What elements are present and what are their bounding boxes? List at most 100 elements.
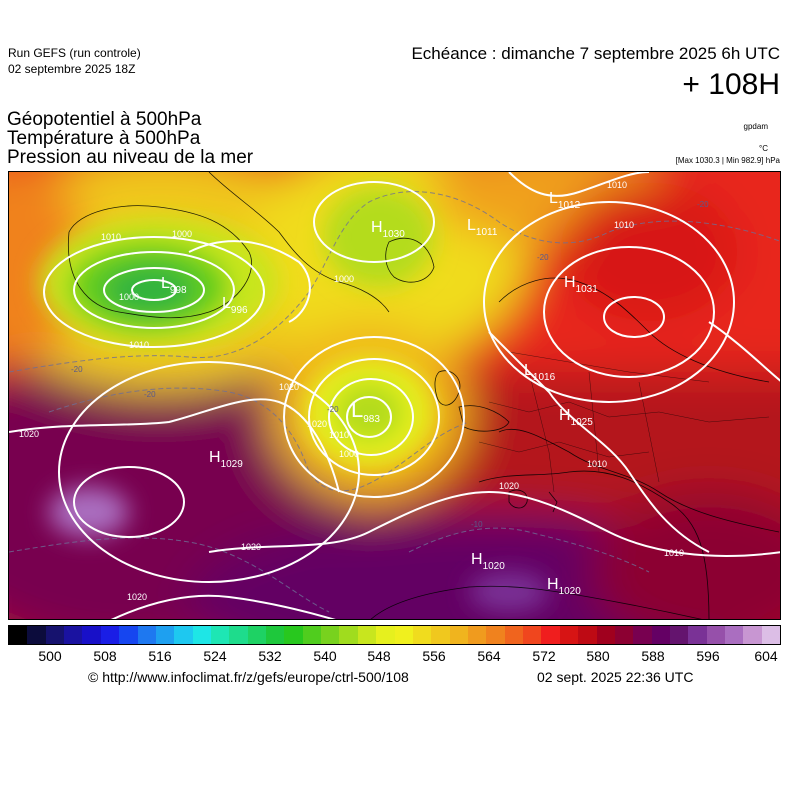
color-swatch — [504, 626, 524, 644]
color-swatch — [706, 626, 726, 644]
pressure-center-high: H1020 — [547, 576, 581, 597]
isobar-label: 1010 — [329, 430, 349, 440]
generation-timestamp: 02 sept. 2025 22:36 UTC — [537, 669, 694, 685]
color-swatch — [669, 626, 689, 644]
color-swatch — [155, 626, 175, 644]
color-scale-tick: 556 — [422, 648, 446, 664]
color-swatch — [174, 626, 193, 644]
color-swatch — [633, 626, 652, 644]
color-swatch — [486, 626, 505, 644]
color-swatch — [339, 626, 358, 644]
isobar-label: 1020 — [19, 429, 39, 439]
color-swatch — [412, 626, 432, 644]
color-scale-tick: 548 — [367, 648, 391, 664]
color-swatch — [559, 626, 579, 644]
title-temperature: Température à 500hPa — [7, 128, 201, 149]
isobar-label: 1020 — [499, 481, 519, 491]
color-swatch — [688, 626, 707, 644]
color-swatch — [541, 626, 560, 644]
isobar-values: 1010 100010001010100010101010102010201010… — [19, 180, 684, 602]
isotherm-label: -20 — [327, 405, 339, 414]
isobar-label: 1010 — [101, 232, 121, 242]
color-swatch — [614, 626, 634, 644]
color-scale-tick: 500 — [38, 648, 62, 664]
color-scale-ticks: 500 508 516 524 532 540 548 556 564 572 580 588 596 6… — [8, 648, 781, 666]
color-swatch — [596, 626, 615, 644]
title-geopotential: Géopotentiel à 500hPa — [7, 109, 202, 130]
isobar-label: 1000 — [334, 274, 354, 284]
color-scale-tick: 524 — [203, 648, 227, 664]
color-swatch — [82, 626, 101, 644]
pressure-center-low: L1012 — [549, 190, 581, 211]
color-swatch — [266, 626, 285, 644]
color-scale-tick: 572 — [532, 648, 556, 664]
color-swatch — [210, 626, 230, 644]
color-scale-bar — [8, 625, 781, 645]
color-swatch — [523, 626, 542, 644]
color-swatch — [192, 626, 211, 644]
color-scale-tick: 588 — [641, 648, 665, 664]
isotherm-label: -20 — [537, 253, 549, 262]
pressure-center-low: L983 — [351, 397, 380, 425]
unit-temperature: °C — [759, 144, 768, 153]
title-pressure: Pression au niveau de la mer — [7, 147, 254, 168]
isobar-label: 1020 — [241, 542, 261, 552]
isotherm-label: -20 — [144, 390, 156, 399]
pressure-center-low: L998 — [161, 275, 187, 296]
forecast-horizon: + 108H — [682, 68, 780, 101]
isobar-label: 1000 — [339, 449, 359, 459]
color-swatch — [743, 626, 762, 644]
color-swatch — [467, 626, 487, 644]
unit-geopotential: gpdam — [743, 122, 768, 131]
color-swatch — [27, 626, 46, 644]
pressure-center-high: H1020 — [471, 551, 505, 572]
isobar-label: 1020 — [127, 592, 147, 602]
isotherms — [9, 191, 780, 613]
isobar-label: 1010 — [587, 459, 607, 469]
pressure-center-high: H1025 — [559, 407, 593, 428]
isobars — [9, 172, 780, 619]
isobar-label: 1010 — [664, 548, 684, 558]
color-swatch — [119, 626, 138, 644]
color-swatch — [45, 626, 65, 644]
color-swatch — [725, 626, 744, 644]
color-swatch — [357, 626, 377, 644]
pressure-center-high: H1031 — [564, 274, 598, 295]
isobar-label: 1010 — [129, 340, 149, 350]
color-swatch — [394, 626, 413, 644]
color-swatch — [449, 626, 468, 644]
color-swatch — [302, 626, 322, 644]
color-swatch — [229, 626, 248, 644]
weather-map-canvas: H1030 L1012 L1011 H1031 L998 L996 L1016 L983 H10… — [9, 172, 780, 619]
color-scale-tick: 508 — [93, 648, 117, 664]
isobar-label: 1020 — [307, 419, 327, 429]
color-swatch — [578, 626, 597, 644]
pressure-center-low: L1016 — [524, 362, 556, 383]
isotherm-label: -20 — [71, 365, 83, 374]
pressure-center-high: H1029 — [209, 449, 243, 470]
color-scale-tick: 604 — [754, 648, 778, 664]
run-date-label: 02 septembre 2025 18Z — [8, 62, 136, 76]
color-scale-tick: 564 — [477, 648, 501, 664]
isobar-label: 1010 — [614, 220, 634, 230]
color-swatch — [431, 626, 450, 644]
pressure-center-low: L996 — [222, 295, 248, 316]
color-swatch — [100, 626, 120, 644]
color-scale-tick: 596 — [696, 648, 720, 664]
isobar-label: 1000 — [119, 292, 139, 302]
color-swatch — [321, 626, 340, 644]
weather-map[interactable]: H1030 L1012 L1011 H1031 L998 L996 L1016 L983 H10… — [8, 171, 781, 620]
source-credit[interactable]: © http://www.infoclimat.fr/z/gefs/europe… — [88, 669, 409, 685]
isobar-label: 1010 — [607, 180, 627, 190]
run-model-label: Run GEFS (run controle) — [8, 46, 141, 60]
pressure-range: [Max 1030.3 | Min 982.9] hPa — [675, 156, 780, 165]
color-swatch — [284, 626, 303, 644]
isotherm-values: -20 -20 -20 -20 -10 -20 — [71, 200, 709, 529]
color-swatch — [761, 626, 781, 644]
color-swatch — [137, 626, 156, 644]
color-swatch — [247, 626, 267, 644]
color-scale-tick: 540 — [313, 648, 337, 664]
color-scale-tick: 516 — [148, 648, 172, 664]
color-swatch — [64, 626, 83, 644]
isotherm-label: -10 — [471, 520, 483, 529]
